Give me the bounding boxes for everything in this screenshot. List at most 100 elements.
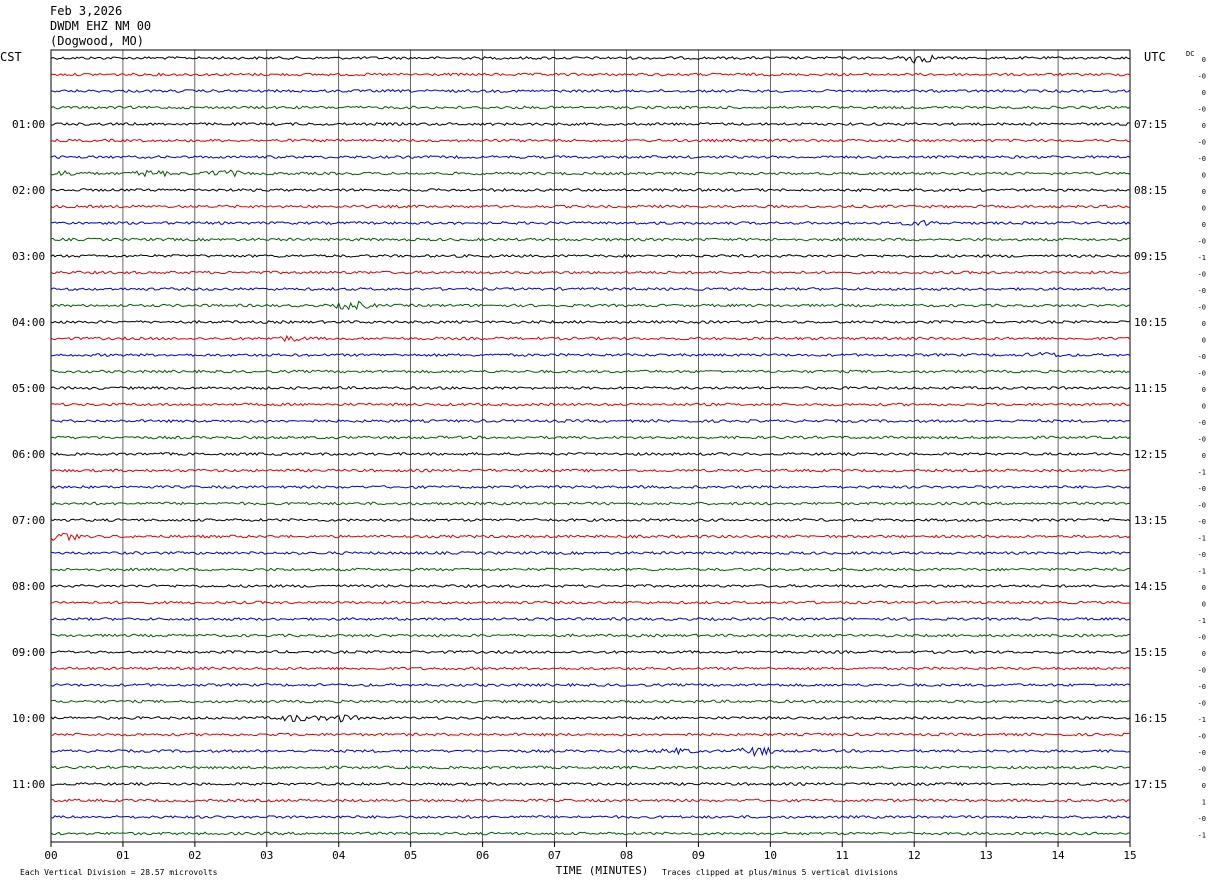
seismic-trace [50, 105, 1131, 110]
dc-offset-label: -0 [1198, 73, 1206, 81]
dc-offset-label: 0 [1202, 337, 1206, 345]
dc-offset-label: -0 [1198, 304, 1206, 312]
right-hour-label: 12:15 [1134, 448, 1167, 461]
dc-offset-label: -0 [1198, 287, 1206, 295]
left-hour-label: 01:00 [12, 118, 45, 131]
dc-offset-label: -0 [1198, 155, 1206, 163]
dc-offset-label: 0 [1202, 650, 1206, 658]
right-hour-label: 13:15 [1134, 514, 1167, 527]
seismic-trace [50, 765, 1131, 770]
right-hour-label: 07:15 [1134, 118, 1167, 131]
left-hour-label: 03:00 [12, 250, 45, 263]
left-hour-label: 02:00 [12, 184, 45, 197]
x-tick-label: 03 [260, 849, 273, 862]
dc-offset-label: 0 [1202, 320, 1206, 328]
seismic-trace [50, 418, 1131, 424]
x-tick-label: 11 [836, 849, 849, 862]
seismic-trace [50, 532, 1131, 542]
seismic-trace [50, 551, 1131, 555]
dc-offset-label: -0 [1198, 485, 1206, 493]
seismic-trace [50, 121, 1131, 127]
dc-offset-label: 0 [1202, 386, 1206, 394]
seismic-trace [50, 600, 1131, 605]
right-hour-label: 10:15 [1134, 316, 1167, 329]
dc-offset-label: 0 [1202, 452, 1206, 460]
plot-frame [50, 49, 1131, 843]
dc-offset-label: -1 [1198, 469, 1206, 477]
x-tick-label: 10 [764, 849, 777, 862]
trace-group [50, 54, 1131, 836]
seismic-trace [50, 798, 1131, 803]
division-note: Each Vertical Division = 28.57 microvolt… [20, 868, 218, 877]
dc-offset-label: 0 [1202, 172, 1206, 180]
dc-offset-label: -0 [1198, 353, 1206, 361]
x-tick-label: 12 [908, 849, 921, 862]
seismic-trace [50, 300, 1131, 311]
dc-offset-label: -0 [1198, 683, 1206, 691]
station-label: DWDM EHZ NM 00 [50, 19, 152, 33]
x-tick-label: 15 [1123, 849, 1136, 862]
dc-offset-label: 0 [1202, 188, 1206, 196]
seismic-trace [50, 633, 1131, 638]
seismic-trace [50, 666, 1131, 671]
dc-offset-label: -0 [1198, 815, 1206, 823]
seismic-trace [50, 169, 1131, 178]
seismic-trace [50, 385, 1131, 391]
seismic-trace [50, 154, 1131, 159]
seismic-trace [50, 287, 1131, 292]
right-hour-label: 17:15 [1134, 778, 1167, 791]
x-tick-label: 02 [188, 849, 201, 862]
seismic-trace [50, 781, 1130, 787]
seismic-trace [50, 746, 1131, 758]
date-label: Feb 3,2026 [50, 4, 123, 18]
x-tick-label: 14 [1051, 849, 1065, 862]
plot-grid [50, 49, 1131, 847]
left-hour-label: 07:00 [12, 514, 45, 527]
left-hour-label: 08:00 [12, 580, 45, 593]
seismic-trace [50, 435, 1131, 440]
dc-offset-label: 0 [1202, 601, 1206, 609]
seismic-trace [50, 402, 1131, 407]
seismic-trace [50, 617, 1131, 622]
dc-offset-label: -0 [1198, 238, 1206, 246]
dc-offset-label: -0 [1198, 370, 1206, 378]
seismic-trace [50, 204, 1130, 209]
x-tick-label: 00 [44, 849, 57, 862]
dc-offset-label: -0 [1198, 518, 1206, 526]
left-hour-label: 05:00 [12, 382, 45, 395]
location-label: (Dogwood, MO) [50, 34, 144, 48]
dc-offset-label: 0 [1202, 56, 1206, 64]
seismic-trace [50, 699, 1130, 704]
x-tick-label: 08 [620, 849, 633, 862]
seismic-trace [50, 468, 1131, 473]
seismic-trace [50, 334, 1131, 343]
dc-offset-label: -0 [1198, 733, 1206, 741]
dc-offset-label: -0 [1198, 139, 1206, 147]
seismic-trace [50, 732, 1130, 737]
dc-offset-label: -1 [1198, 254, 1206, 262]
left-hour-label: 10:00 [12, 712, 45, 725]
label-group: 0-00-00-0-00000-0-1-0-0-000-0-000-0-00-1… [12, 50, 1206, 877]
dc-offset-label: 0 [1202, 782, 1206, 790]
dc-offset-label: -1 [1198, 716, 1206, 724]
dc-header: DC [1186, 50, 1194, 58]
seismic-trace [50, 501, 1131, 506]
x-axis-title: TIME (MINUTES) [556, 864, 649, 877]
seismic-trace [50, 72, 1131, 77]
seismic-trace [50, 237, 1131, 242]
right-hour-label: 11:15 [1134, 382, 1167, 395]
seismic-trace [50, 815, 1131, 819]
seismic-trace [50, 485, 1131, 489]
right-hour-label: 09:15 [1134, 250, 1167, 263]
dc-offset-label: -0 [1198, 419, 1206, 427]
dc-offset-label: 0 [1202, 584, 1206, 592]
dc-offset-label: -1 [1198, 568, 1206, 576]
dc-offset-label: -0 [1198, 502, 1206, 510]
dc-offset-label: -0 [1198, 106, 1206, 114]
x-tick-label: 01 [116, 849, 129, 862]
dc-offset-label: 0 [1202, 89, 1206, 97]
seismic-trace [50, 138, 1131, 143]
seismic-trace [50, 88, 1131, 94]
left-hour-label: 09:00 [12, 646, 45, 659]
clip-note: Traces clipped at plus/minus 5 vertical … [662, 868, 898, 877]
